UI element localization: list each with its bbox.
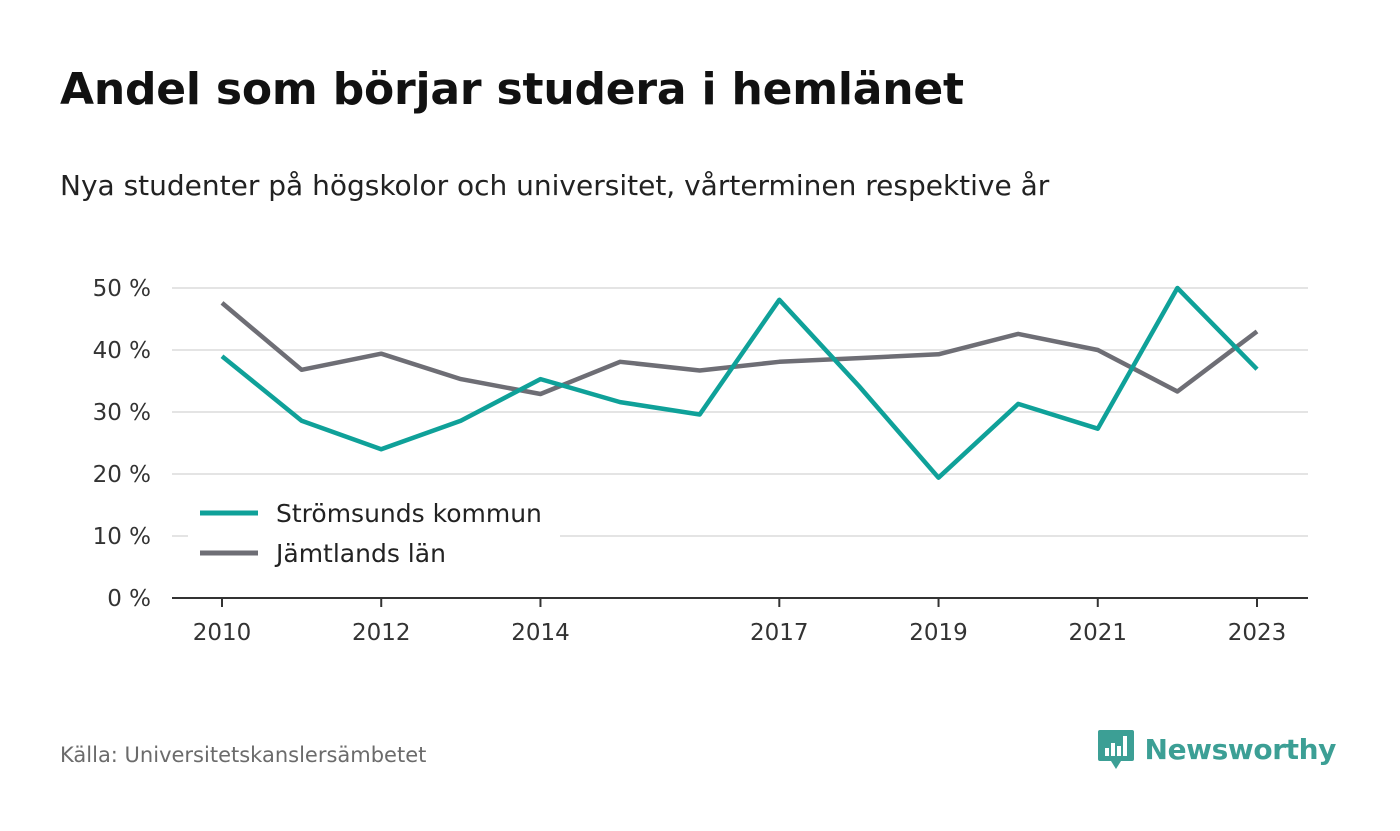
x-tick-label: 2012: [352, 620, 411, 646]
y-tick-label: 30 %: [93, 400, 151, 426]
x-tick-label: 2017: [750, 620, 809, 646]
series-line-0: [220, 285, 1259, 480]
legend-label: Strömsunds kommun: [276, 499, 542, 528]
x-tick-label: 2021: [1068, 620, 1127, 646]
axes: 0 % 10 % 20 % 30 % 40 % 50 % 2010 2012 2014 2017 2…: [93, 276, 1308, 646]
page-subtitle: Nya studenter på högskolor och universit…: [60, 169, 1050, 202]
newsworthy-logo-icon: [1097, 730, 1134, 769]
series-lines: [220, 285, 1259, 480]
brand-name: Newsworthy: [1144, 733, 1337, 766]
brand-logo: Newsworthy: [1097, 728, 1336, 772]
x-tick-label: 2023: [1228, 620, 1287, 646]
y-tick-label: 40 %: [93, 338, 151, 364]
legend: Strömsunds kommun Jämtlands län: [188, 493, 560, 577]
y-tick-label: 20 %: [93, 462, 151, 488]
source-note: Källa: Universitetskanslersämbetet: [60, 743, 427, 767]
x-tick-label: 2014: [511, 620, 570, 646]
x-tick-label: 2019: [909, 620, 968, 646]
legend-label: Jämtlands län: [274, 539, 446, 568]
y-tick-label: 50 %: [93, 276, 151, 302]
x-tick-label: 2010: [193, 620, 252, 646]
legend-background: [188, 493, 560, 577]
series-line-1: [220, 301, 1259, 397]
page-title: Andel som börjar studera i hemlänet: [60, 64, 964, 115]
y-tick-label: 10 %: [93, 524, 151, 550]
y-tick-label: 0 %: [107, 586, 151, 612]
